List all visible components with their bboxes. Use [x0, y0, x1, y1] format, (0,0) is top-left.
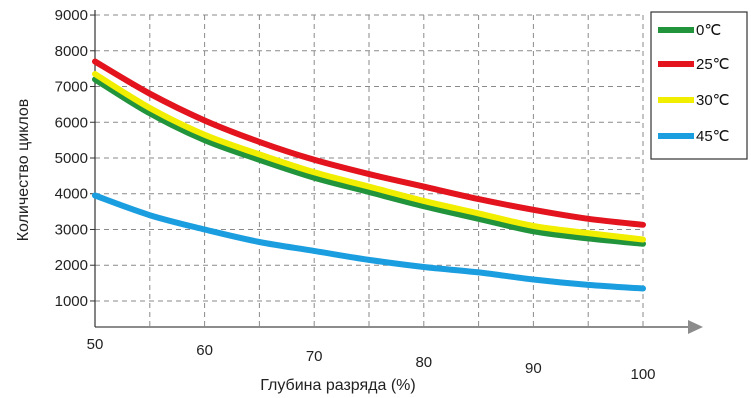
- x-tick-label: 80: [415, 354, 432, 371]
- x-tick-label: 50: [87, 336, 104, 353]
- y-tick-label: 6000: [55, 114, 88, 131]
- y-tick-label: 8000: [55, 43, 88, 60]
- y-tick-label: 2000: [55, 257, 88, 274]
- series-group: [92, 58, 646, 292]
- x-tick-label: 90: [525, 360, 542, 377]
- x-tick-label: 70: [306, 348, 323, 365]
- y-axis-title: Количество циклов: [15, 99, 32, 242]
- x-tick-label: 100: [630, 366, 655, 383]
- tick-labels: 9000 8000 7000 6000 5000 4000 3000 2000 1000 50 60…: [55, 7, 656, 383]
- x-tick-label: 60: [196, 342, 213, 359]
- y-tick-label: 9000: [55, 7, 88, 24]
- y-tick-label: 1000: [55, 293, 88, 310]
- legend: 0℃ 25℃ 30℃ 45℃: [650, 11, 748, 160]
- legend-label-0: 0℃: [696, 22, 721, 39]
- x-axis-title: Глубина разряда (%): [260, 377, 415, 394]
- legend-label-1: 25℃: [696, 56, 730, 73]
- series-line-2: [92, 71, 646, 243]
- series-line-1: [92, 58, 646, 228]
- legend-label-3: 45℃: [696, 128, 730, 145]
- series-line-0: [92, 76, 646, 247]
- y-tick-label: 3000: [55, 221, 88, 238]
- y-tick-label: 5000: [55, 150, 88, 167]
- x-axis-arrow: [688, 320, 703, 334]
- y-tick-label: 4000: [55, 186, 88, 203]
- series-line-3: [92, 192, 646, 292]
- legend-label-2: 30℃: [696, 92, 730, 109]
- y-tick-label: 7000: [55, 79, 88, 96]
